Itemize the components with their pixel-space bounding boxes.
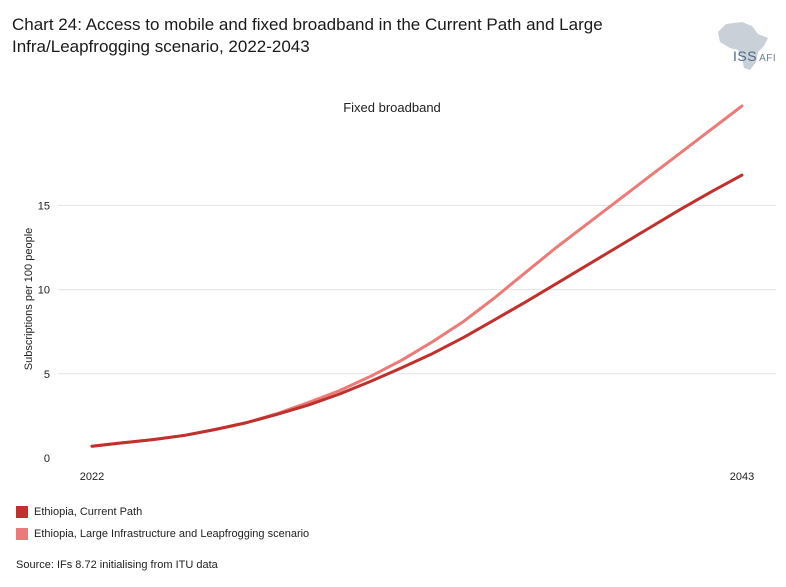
legend-item-leapfrogging: Ethiopia, Large Infrastructure and Leapf… <box>16 524 309 544</box>
x-tick-label-2043: 2043 <box>730 471 754 483</box>
legend-swatch-leapfrogging <box>16 528 28 540</box>
logo-text: ISS AFI <box>733 48 776 64</box>
y-axis-label: Subscriptions per 100 people <box>23 228 35 370</box>
series-line-1 <box>90 104 744 448</box>
line-chart: Fixed broadband 0 5 10 15 2022 2043 Subscriptio… <box>23 100 776 483</box>
logo-afi: AFI <box>759 53 777 64</box>
africa-map-logo <box>712 20 772 72</box>
legend: Ethiopia, Current Path Ethiopia, Large I… <box>16 502 309 546</box>
y-tick-label-5: 5 <box>44 369 50 381</box>
legend-swatch-current-path <box>16 506 28 518</box>
y-tick-label-10: 10 <box>38 285 50 297</box>
y-tick-label-0: 0 <box>44 453 50 465</box>
logo-iss: ISS <box>733 48 758 64</box>
legend-label-current-path: Ethiopia, Current Path <box>34 506 143 518</box>
chart-title: Chart 24: Access to mobile and fixed bro… <box>12 15 603 56</box>
source-note: Source: IFs 8.72 initialising from ITU d… <box>16 559 218 571</box>
legend-label-leapfrogging: Ethiopia, Large Infrastructure and Leapf… <box>34 528 310 540</box>
series-line-0 <box>90 173 744 448</box>
y-tick-label-15: 15 <box>38 200 50 212</box>
legend-item-current-path: Ethiopia, Current Path <box>16 502 309 522</box>
x-tick-label-2022: 2022 <box>80 471 104 483</box>
chart-subtitle: Fixed broadband <box>343 100 441 115</box>
